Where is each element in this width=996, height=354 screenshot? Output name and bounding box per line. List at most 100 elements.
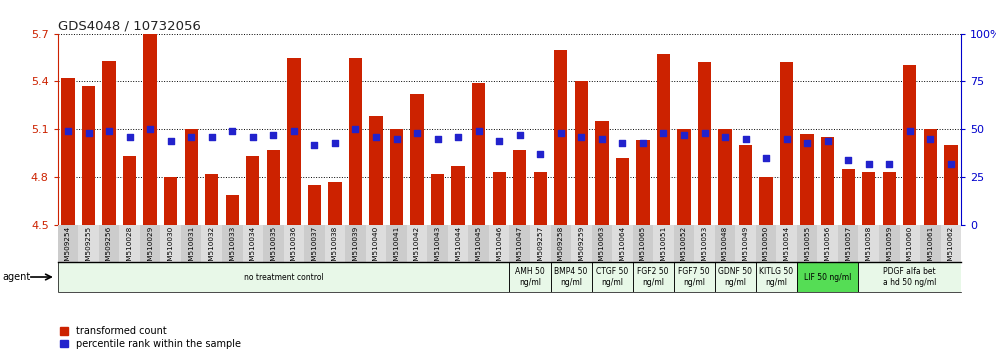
Bar <box>882 172 896 225</box>
Bar <box>304 225 325 262</box>
Text: no treatment control: no treatment control <box>244 273 324 281</box>
Bar <box>940 225 961 262</box>
Bar <box>596 121 609 225</box>
Point <box>512 132 528 138</box>
Text: GSM510056: GSM510056 <box>825 226 831 270</box>
Bar <box>842 169 855 225</box>
Text: GSM510053: GSM510053 <box>701 226 707 270</box>
Bar <box>715 262 756 292</box>
Bar <box>673 262 715 292</box>
Bar <box>143 34 156 225</box>
Bar <box>923 129 937 225</box>
Bar <box>472 83 485 225</box>
Bar <box>370 116 382 225</box>
Bar <box>222 225 243 262</box>
Point <box>553 130 569 136</box>
Bar <box>123 156 136 225</box>
Point <box>142 126 158 132</box>
Bar <box>677 129 690 225</box>
Text: GSM510035: GSM510035 <box>270 226 276 270</box>
Bar <box>267 150 280 225</box>
Text: GSM510037: GSM510037 <box>312 226 318 270</box>
Text: GSM510051: GSM510051 <box>660 226 666 270</box>
Text: GSM510031: GSM510031 <box>188 226 194 270</box>
Bar <box>879 225 899 262</box>
Point <box>122 134 137 140</box>
Text: GSM510054: GSM510054 <box>784 226 790 270</box>
Text: GSM510049: GSM510049 <box>743 226 749 270</box>
Point <box>655 130 671 136</box>
Point <box>799 140 815 145</box>
Point <box>204 134 220 140</box>
Bar <box>164 177 177 225</box>
Bar <box>801 134 814 225</box>
Legend: transformed count, percentile rank within the sample: transformed count, percentile rank withi… <box>60 326 241 349</box>
Bar <box>863 172 875 225</box>
Bar <box>201 225 222 262</box>
Bar <box>205 174 218 225</box>
Bar <box>120 225 139 262</box>
Bar <box>427 225 448 262</box>
Bar <box>656 54 670 225</box>
Text: GSM510040: GSM510040 <box>373 226 379 270</box>
Text: PDGF alfa bet
a hd 50 ng/ml: PDGF alfa bet a hd 50 ng/ml <box>883 267 936 287</box>
Point <box>532 151 548 157</box>
Point <box>615 140 630 145</box>
Bar <box>492 172 506 225</box>
Text: GSM510058: GSM510058 <box>866 226 872 270</box>
Bar <box>756 262 797 292</box>
Bar <box>818 225 838 262</box>
Point <box>943 161 959 166</box>
Text: GSM510042: GSM510042 <box>414 226 420 270</box>
Bar <box>366 225 386 262</box>
Bar <box>698 62 711 225</box>
Point <box>388 136 404 142</box>
Point <box>779 136 795 142</box>
Bar <box>58 225 79 262</box>
Bar <box>739 145 752 225</box>
Bar <box>181 225 201 262</box>
Bar <box>715 225 735 262</box>
Text: GSM510064: GSM510064 <box>620 226 625 270</box>
Point <box>224 128 240 134</box>
Bar <box>431 174 444 225</box>
Text: GSM509258: GSM509258 <box>558 226 564 270</box>
Bar <box>284 225 304 262</box>
Bar <box>797 262 859 292</box>
Text: GSM510057: GSM510057 <box>846 226 852 270</box>
Bar <box>329 182 342 225</box>
Bar <box>406 225 427 262</box>
Bar <box>79 225 99 262</box>
Bar <box>636 140 649 225</box>
Bar <box>410 94 423 225</box>
Bar <box>534 172 547 225</box>
Bar <box>308 185 321 225</box>
Bar <box>571 225 592 262</box>
Point <box>696 130 712 136</box>
Point <box>738 136 754 142</box>
Text: CTGF 50
ng/ml: CTGF 50 ng/ml <box>596 267 628 287</box>
Text: GSM510055: GSM510055 <box>804 226 810 270</box>
Text: agent: agent <box>2 272 30 282</box>
Bar <box>776 225 797 262</box>
Point <box>922 136 938 142</box>
Bar <box>859 225 879 262</box>
Text: BMP4 50
ng/ml: BMP4 50 ng/ml <box>555 267 588 287</box>
Text: GSM510050: GSM510050 <box>763 226 769 270</box>
Bar <box>780 62 793 225</box>
Bar <box>530 225 551 262</box>
Text: GSM510028: GSM510028 <box>126 226 132 270</box>
Bar <box>756 225 776 262</box>
Point <box>861 161 876 166</box>
Point <box>717 134 733 140</box>
Text: GSM510045: GSM510045 <box>476 226 482 270</box>
Point <box>81 130 97 136</box>
Point <box>348 126 364 132</box>
Point <box>162 138 178 143</box>
Text: GSM510033: GSM510033 <box>229 226 235 270</box>
Point <box>841 157 857 162</box>
Bar <box>325 225 346 262</box>
Text: FGF7 50
ng/ml: FGF7 50 ng/ml <box>678 267 710 287</box>
Point <box>307 142 323 147</box>
Bar <box>243 225 263 262</box>
